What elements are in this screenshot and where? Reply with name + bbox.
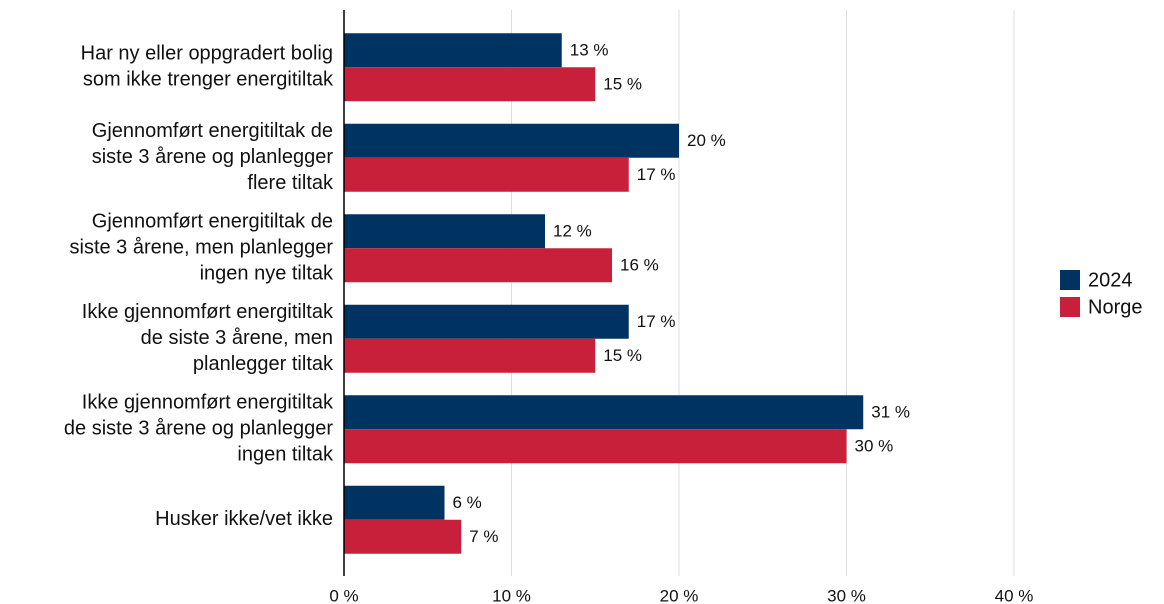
bar [344,338,596,373]
value-label: 13 % [570,41,609,60]
bars [344,33,864,554]
value-label: 30 % [855,437,894,456]
value-label: 17 % [637,165,676,184]
grid [511,10,1015,576]
category-line: ingen tiltak [237,444,334,466]
legend-label: Norge [1088,296,1142,318]
value-label: 15 % [603,346,642,365]
x-tick-label: 10 % [492,586,531,604]
value-label: 20 % [687,131,726,150]
category-line: siste 3 årene, men planlegger [70,237,334,259]
bar [344,519,462,554]
category-line: planlegger tiltak [193,353,334,375]
value-label: 31 % [871,403,910,422]
value-label: 15 % [603,75,642,94]
bar [344,304,629,339]
category-line: Har ny eller oppgradert bolig [81,43,333,65]
x-tick-label: 0 % [329,586,358,604]
bar [344,248,612,283]
bar [344,157,629,192]
category-line: flere tiltak [247,172,334,194]
x-tick-label: 20 % [660,586,699,604]
bar [344,33,562,68]
category-line: Husker ikke/vet ikke [155,508,333,530]
value-label: 16 % [620,256,659,275]
bar [344,485,445,520]
x-tick-label: 40 % [995,586,1034,604]
legend-label: 2024 [1088,269,1133,291]
category-line: som ikke trenger energitiltak [83,69,334,91]
bar [344,395,864,430]
x-tick-label: 30 % [827,586,866,604]
category-line: Gjennomført energitiltak de [92,211,333,233]
legend-swatch [1060,270,1080,290]
bar [344,123,679,158]
category-line: siste 3 årene og planlegger [92,146,334,168]
category-line: de siste 3 årene og planlegger [64,418,333,440]
category-label: Gjennomført energitiltak de siste 3 årene… [70,211,334,285]
category-line: de siste 3 årene, men [141,327,333,349]
category-label: Husker ikke/vet ikke [155,508,333,530]
bar [344,429,847,464]
category-line: Gjennomført energitiltak de [92,120,333,142]
category-line: Ikke gjennomført energitiltak [82,392,334,414]
value-label: 12 % [553,222,592,241]
value-label: 17 % [637,312,676,331]
category-label: Ikke gjennomført energitiltak de siste 3 … [64,392,334,466]
category-label: Har ny eller oppgradert bolig som ikke tr… [81,43,334,91]
category-label: Gjennomført energitiltak de siste 3 årene… [92,120,334,194]
bar [344,67,596,102]
legend-swatch [1060,297,1080,317]
category-line: Ikke gjennomført energitiltak [82,301,334,323]
category-label: Ikke gjennomført energitiltak de siste 3 … [82,301,334,375]
bar [344,214,545,249]
value-label: 7 % [469,527,498,546]
value-label: 6 % [453,493,482,512]
category-line: ingen nye tiltak [200,263,334,285]
